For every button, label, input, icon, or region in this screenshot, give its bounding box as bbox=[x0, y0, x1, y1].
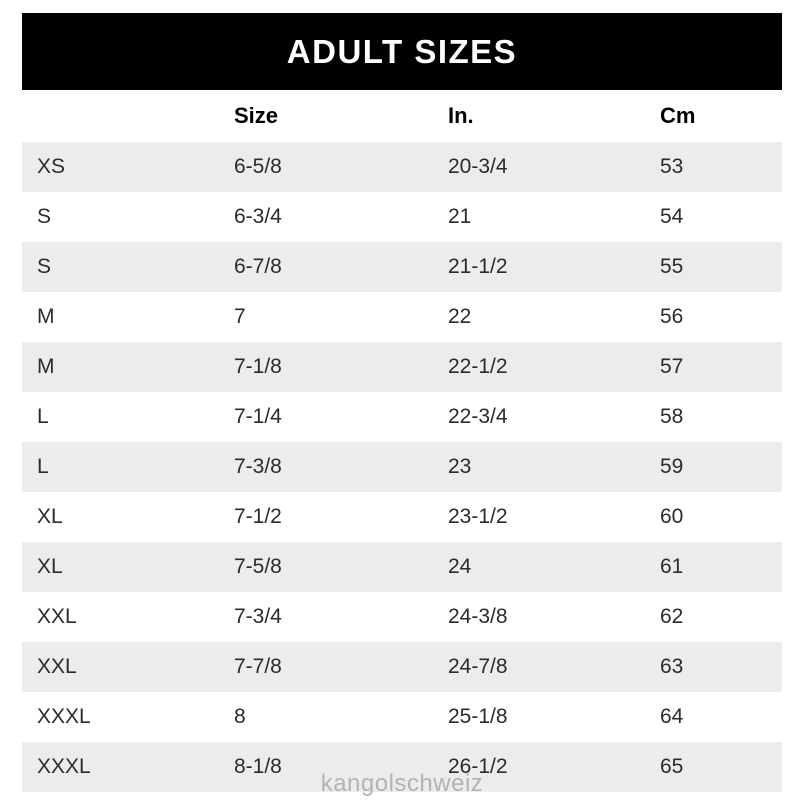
inches-cell: 20-3/4 bbox=[448, 155, 508, 178]
table-row: XXL 7-7/8 24-7/8 63 bbox=[22, 642, 782, 692]
inches-cell: 21-1/2 bbox=[448, 255, 508, 278]
inches-cell: 24 bbox=[448, 555, 472, 578]
table-row: XXXL 8 25-1/8 64 bbox=[22, 692, 782, 742]
size-label-cell: S bbox=[37, 255, 52, 278]
table-header-row: Size In. Cm bbox=[22, 90, 782, 142]
table-row: XL 7-1/2 23-1/2 60 bbox=[22, 492, 782, 542]
hat-size-cell: 8-1/8 bbox=[234, 755, 282, 778]
cm-cell: 58 bbox=[660, 405, 684, 428]
cm-cell: 60 bbox=[660, 505, 684, 528]
hat-size-cell: 8 bbox=[234, 705, 246, 728]
inches-cell: 26-1/2 bbox=[448, 755, 508, 778]
size-label-cell: XXXL bbox=[37, 755, 91, 778]
cm-cell: 55 bbox=[660, 255, 684, 278]
table-body: XS 6-5/8 20-3/4 53 S 6-3/4 21 54 S 6-7/8… bbox=[22, 142, 782, 792]
table-row: XL 7-5/8 24 61 bbox=[22, 542, 782, 592]
table-row: L 7-1/4 22-3/4 58 bbox=[22, 392, 782, 442]
cm-cell: 65 bbox=[660, 755, 684, 778]
hat-size-cell: 7-3/4 bbox=[234, 605, 282, 628]
hat-size-cell: 7-3/8 bbox=[234, 455, 282, 478]
title-bar: ADULT SIZES bbox=[22, 13, 782, 90]
hat-size-cell: 7-1/8 bbox=[234, 355, 282, 378]
size-label-cell: M bbox=[37, 305, 55, 328]
inches-cell: 24-7/8 bbox=[448, 655, 508, 678]
header-inches: In. bbox=[448, 103, 474, 128]
hat-size-cell: 7-5/8 bbox=[234, 555, 282, 578]
hat-size-cell: 6-3/4 bbox=[234, 205, 282, 228]
size-label-cell: M bbox=[37, 355, 55, 378]
size-label-cell: XXL bbox=[37, 605, 77, 628]
hat-size-cell: 7-1/2 bbox=[234, 505, 282, 528]
table-row: S 6-7/8 21-1/2 55 bbox=[22, 242, 782, 292]
header-cm: Cm bbox=[660, 103, 696, 128]
size-label-cell: XL bbox=[37, 555, 63, 578]
inches-cell: 22-1/2 bbox=[448, 355, 508, 378]
hat-size-cell: 6-7/8 bbox=[234, 255, 282, 278]
size-label-cell: XXXL bbox=[37, 705, 91, 728]
size-label-cell: XL bbox=[37, 505, 63, 528]
table-row: L 7-3/8 23 59 bbox=[22, 442, 782, 492]
inches-cell: 23 bbox=[448, 455, 472, 478]
table-row: M 7-1/8 22-1/2 57 bbox=[22, 342, 782, 392]
inches-cell: 21 bbox=[448, 205, 472, 228]
cm-cell: 63 bbox=[660, 655, 684, 678]
size-label-cell: S bbox=[37, 205, 52, 228]
hat-size-cell: 7-1/4 bbox=[234, 405, 282, 428]
size-label-cell: XXL bbox=[37, 655, 77, 678]
cm-cell: 61 bbox=[660, 555, 684, 578]
hat-size-cell: 7 bbox=[234, 305, 246, 328]
cm-cell: 57 bbox=[660, 355, 684, 378]
cm-cell: 62 bbox=[660, 605, 684, 628]
inches-cell: 23-1/2 bbox=[448, 505, 508, 528]
inches-cell: 24-3/8 bbox=[448, 605, 508, 628]
hat-size-cell: 7-7/8 bbox=[234, 655, 282, 678]
inches-cell: 25-1/8 bbox=[448, 705, 508, 728]
table-row: S 6-3/4 21 54 bbox=[22, 192, 782, 242]
table-row: XS 6-5/8 20-3/4 53 bbox=[22, 142, 782, 192]
inches-cell: 22 bbox=[448, 305, 472, 328]
size-label-cell: L bbox=[37, 455, 49, 478]
inches-cell: 22-3/4 bbox=[448, 405, 508, 428]
table-row: M 7 22 56 bbox=[22, 292, 782, 342]
cm-cell: 56 bbox=[660, 305, 684, 328]
cm-cell: 64 bbox=[660, 705, 684, 728]
hat-size-cell: 6-5/8 bbox=[234, 155, 282, 178]
size-label-cell: L bbox=[37, 405, 49, 428]
cm-cell: 54 bbox=[660, 205, 684, 228]
size-label-cell: XS bbox=[37, 155, 66, 178]
page-title: ADULT SIZES bbox=[286, 32, 518, 70]
cm-cell: 53 bbox=[660, 155, 684, 178]
cm-cell: 59 bbox=[660, 455, 684, 478]
table-row: XXL 7-3/4 24-3/8 62 bbox=[22, 592, 782, 642]
table-row: XXXL 8-1/8 26-1/2 65 bbox=[22, 742, 782, 792]
watermark: kangolschweiz bbox=[320, 770, 484, 797]
header-size: Size bbox=[234, 103, 279, 128]
